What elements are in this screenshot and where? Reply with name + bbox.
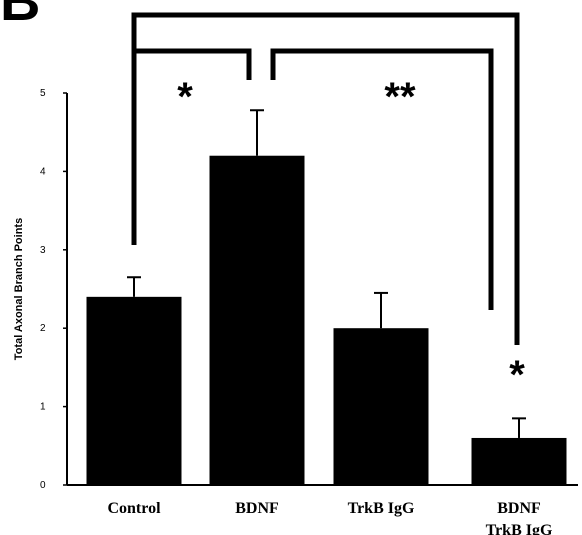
bar <box>471 437 567 485</box>
bar <box>209 155 305 485</box>
significance-label: ** <box>384 75 416 119</box>
y-tick-label: 3 <box>40 245 46 256</box>
y-tick-label: 0 <box>40 480 46 491</box>
significance-bracket <box>131 48 252 245</box>
bar <box>86 296 182 485</box>
significance-label: * <box>177 75 193 119</box>
significance-bracket <box>131 12 520 345</box>
y-tick-label: 1 <box>40 402 46 413</box>
significance-label: * <box>509 353 525 397</box>
x-category-label: BDNF <box>235 500 279 517</box>
y-tick-label: 5 <box>40 88 46 99</box>
x-category-label: BDNF <box>497 500 541 517</box>
bar <box>333 328 429 485</box>
plot-area: 0 1 2 3 4 5 Total Axonal Branch Points Control B… <box>13 12 578 535</box>
y-axis-title: Total Axonal Branch Points <box>13 218 25 360</box>
x-category-label: Control <box>107 500 161 517</box>
y-tick-label: 4 <box>40 166 46 177</box>
x-category-label: TrkB IgG <box>348 500 415 517</box>
significance-bracket <box>270 48 494 310</box>
panel-letter: B <box>0 0 40 32</box>
x-category-label: TrkB IgG <box>486 522 553 535</box>
y-tick-label: 2 <box>40 323 46 334</box>
